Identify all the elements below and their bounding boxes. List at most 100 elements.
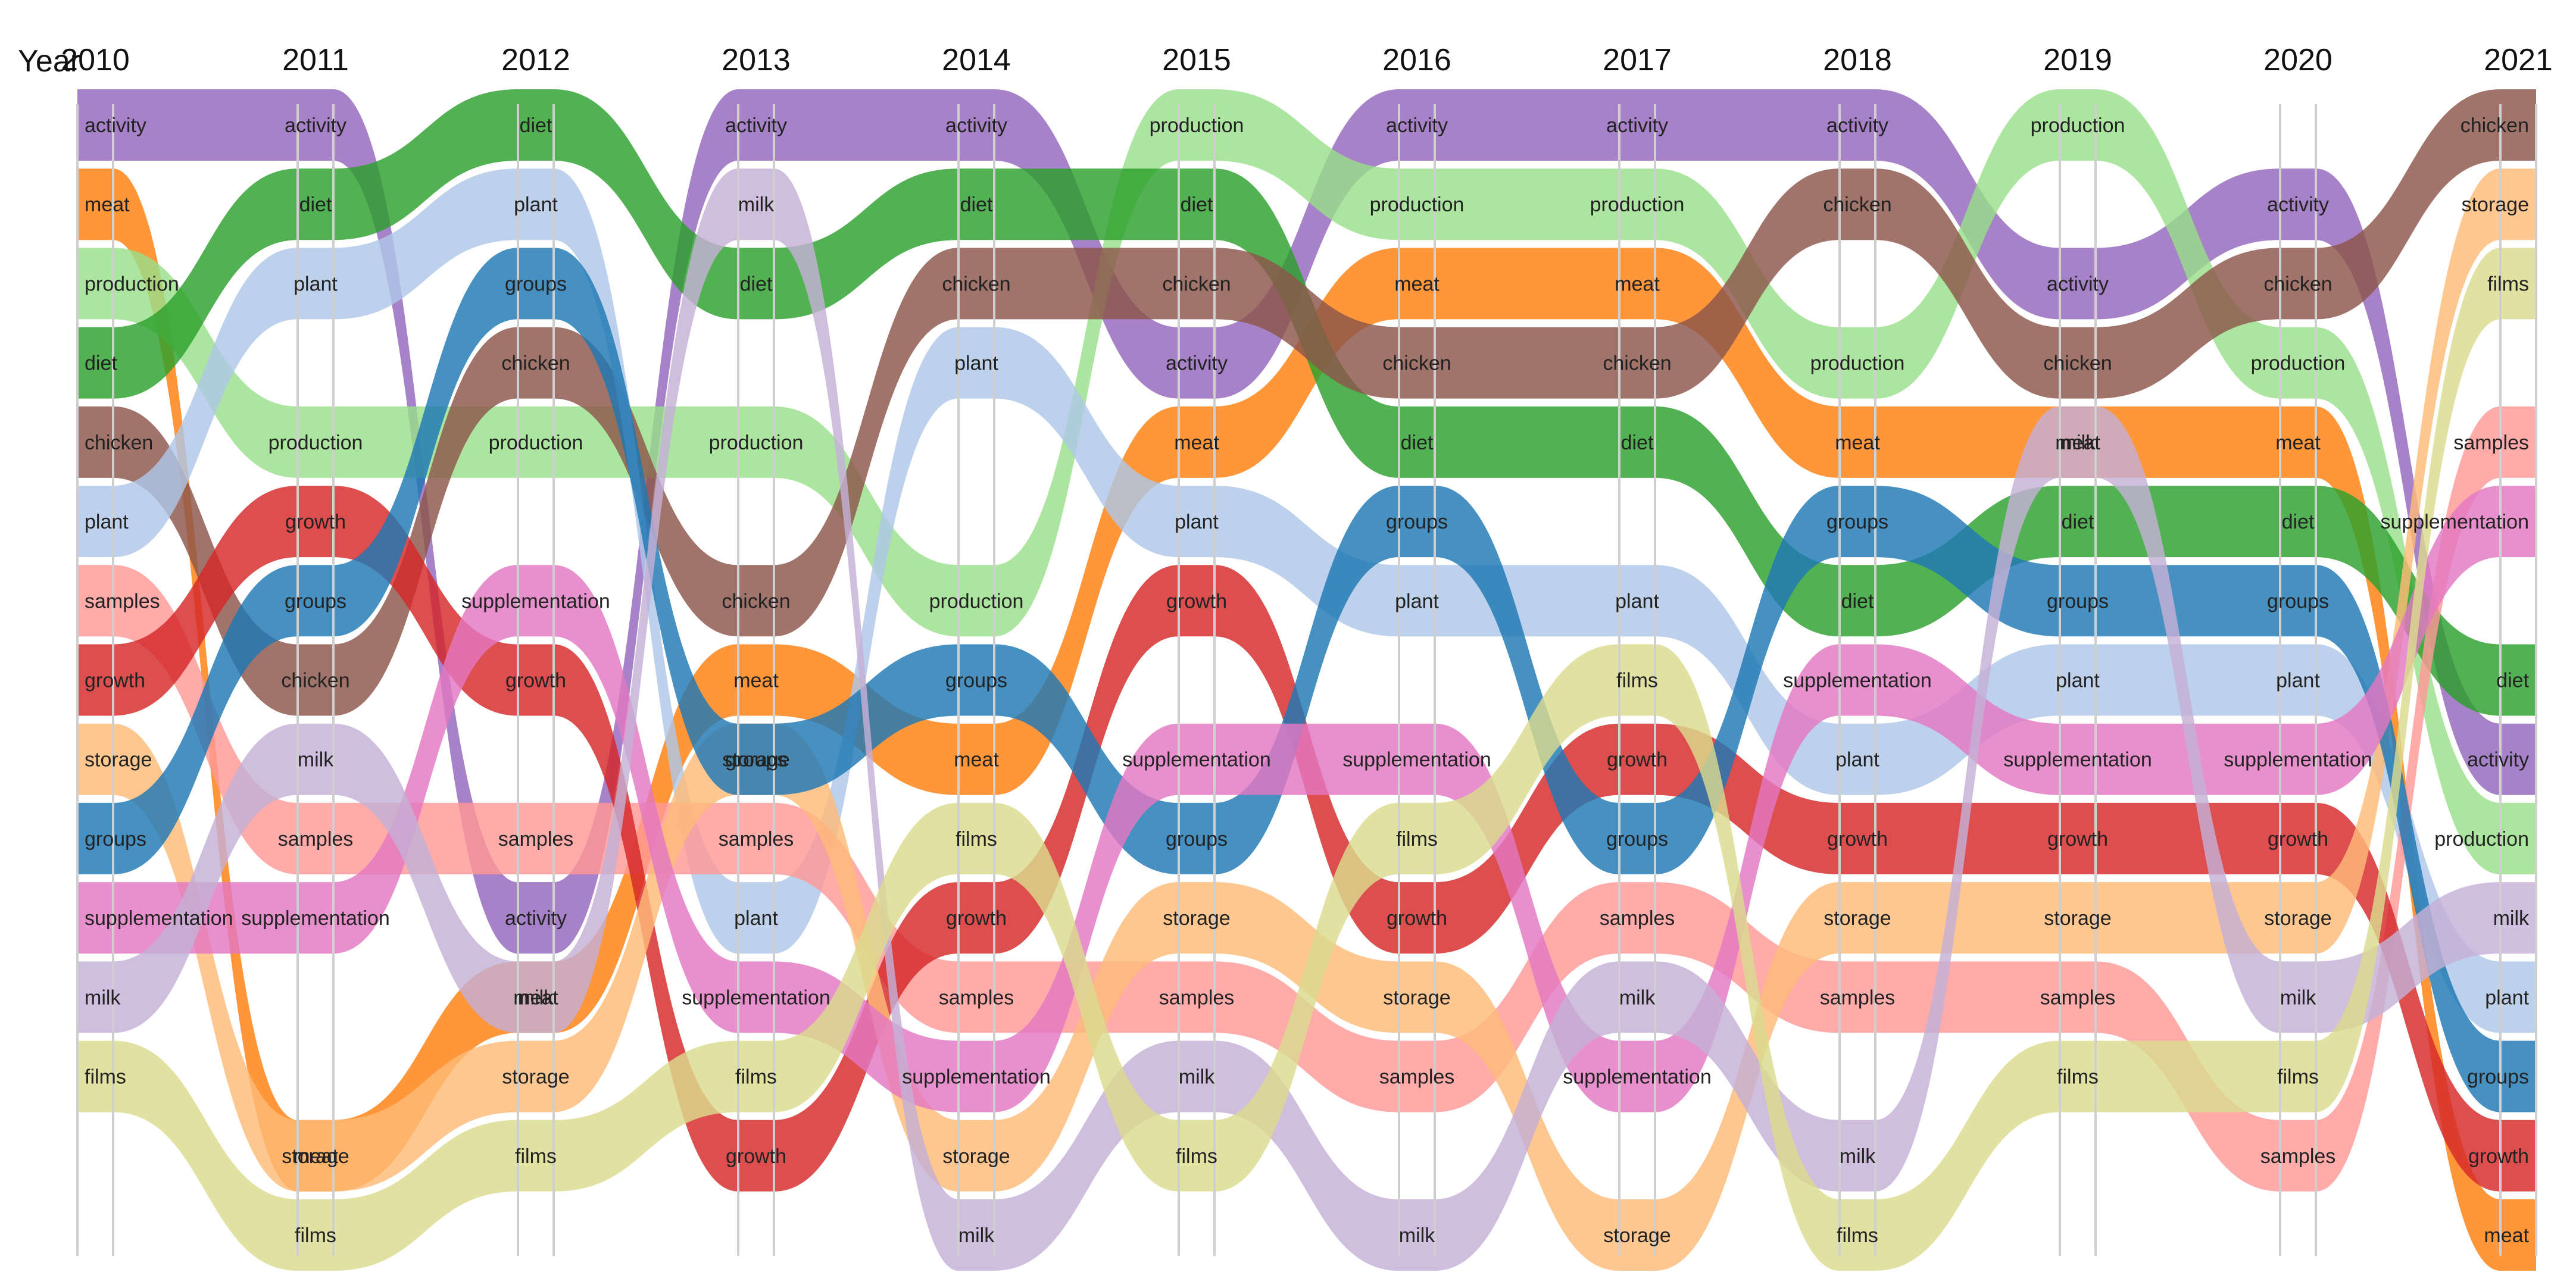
node-label-groups-2015: groups	[1166, 828, 1228, 851]
node-label-films-2016: films	[1396, 828, 1438, 851]
node-label-storage-2010: storage	[85, 749, 152, 771]
node-label-plant-2021: plant	[2485, 986, 2529, 1009]
stream-activity	[77, 89, 2536, 954]
node-label-chicken-2015: chicken	[1162, 273, 1231, 295]
node-label-diet-2017: diet	[1621, 432, 1654, 454]
node-label-milk-2010: milk	[85, 986, 121, 1009]
node-label-milk-2015: milk	[1179, 1066, 1215, 1089]
node-label-storage-2018: storage	[1824, 907, 1891, 930]
node-label-milk-2021: milk	[2493, 907, 2530, 930]
node-label-production-2020: production	[2251, 352, 2346, 375]
node-label-growth-2011: growth	[285, 511, 346, 533]
node-label-supplementation-2011: supplementation	[241, 907, 390, 930]
node-label-chicken-2013: chicken	[722, 590, 790, 612]
node-label-milk-2020: milk	[2280, 986, 2316, 1009]
node-label-milk-2012: milk	[518, 986, 554, 1009]
node-label-supplementation-2013: supplementation	[682, 986, 830, 1009]
node-label-films-2014: films	[956, 828, 997, 851]
node-label-storage-2019: storage	[2044, 907, 2111, 930]
node-label-samples-2013: samples	[719, 828, 794, 851]
node-label-films-2015: films	[1176, 1145, 1217, 1168]
node-label-production-2012: production	[489, 432, 583, 454]
node-label-samples-2011: samples	[278, 828, 354, 851]
node-label-diet-2014: diet	[960, 193, 993, 216]
node-label-supplementation-2017: supplementation	[1563, 1066, 1712, 1089]
node-label-activity-2012: activity	[505, 907, 567, 930]
stream-groups	[77, 248, 2536, 1112]
node-label-growth-2017: growth	[1607, 749, 1668, 771]
node-label-samples-2015: samples	[1159, 986, 1235, 1009]
year-label-2019: 2019	[2043, 43, 2112, 77]
node-label-diet-2018: diet	[1841, 590, 1874, 612]
node-label-milk-2016: milk	[1399, 1224, 1435, 1247]
node-label-growth-2012: growth	[505, 670, 566, 692]
node-label-production-2019: production	[2031, 114, 2125, 137]
x-axis-title: Year	[18, 44, 80, 79]
node-label-meat-2010: meat	[85, 193, 130, 216]
node-label-diet-2012: diet	[520, 114, 552, 137]
node-label-groups-2010: groups	[85, 828, 146, 851]
node-label-activity-2021: activity	[2467, 749, 2529, 771]
node-label-growth-2021: growth	[2468, 1145, 2529, 1168]
node-label-plant-2010: plant	[85, 511, 129, 533]
year-label-2012: 2012	[501, 43, 570, 77]
node-label-growth-2010: growth	[85, 670, 145, 692]
node-label-groups-2017: groups	[1606, 828, 1668, 851]
node-label-storage-2021: storage	[2462, 193, 2529, 216]
year-label-2018: 2018	[1823, 43, 1892, 77]
node-label-supplementation-2020: supplementation	[2224, 749, 2372, 771]
stream-chicken	[77, 89, 2536, 716]
node-label-production-2011: production	[268, 432, 363, 454]
node-label-groups-2011: groups	[285, 590, 346, 612]
node-label-samples-2016: samples	[1379, 1066, 1455, 1089]
node-label-films-2019: films	[2057, 1066, 2099, 1089]
node-labels: activity activity activity activity activity…	[85, 114, 2530, 1247]
year-columns	[76, 104, 2537, 1256]
node-label-production-2017: production	[1590, 193, 1685, 216]
node-label-plant-2011: plant	[293, 273, 338, 295]
node-label-films-2020: films	[2277, 1066, 2319, 1089]
node-label-films-2018: films	[1837, 1224, 1878, 1247]
node-label-production-2010: production	[85, 273, 179, 295]
node-label-milk-2017: milk	[1619, 986, 1656, 1009]
node-label-groups-2018: groups	[1826, 511, 1888, 533]
node-label-meat-2011: meat	[293, 1145, 338, 1168]
node-label-films-2010: films	[85, 1066, 126, 1089]
node-label-chicken-2016: chicken	[1382, 352, 1451, 375]
node-label-storage-2013: storage	[722, 749, 789, 771]
node-label-milk-2019: milk	[2060, 432, 2096, 454]
year-header: Year 2010 2011 2012 2013 2014 2015 2016 2017 201…	[18, 43, 2553, 79]
node-label-samples-2019: samples	[2040, 986, 2116, 1009]
node-label-groups-2019: groups	[2047, 590, 2109, 612]
node-label-storage-2017: storage	[1603, 1224, 1671, 1247]
node-label-meat-2012: meat	[513, 986, 558, 1009]
node-label-growth-2013: growth	[726, 1145, 786, 1168]
stream-meat	[77, 168, 2536, 1271]
stream-storage	[77, 168, 2536, 1271]
node-label-diet-2015: diet	[1181, 193, 1213, 216]
year-label-2010: 2010	[61, 43, 130, 77]
node-label-samples-2010: samples	[85, 590, 160, 612]
node-label-chicken-2012: chicken	[501, 352, 570, 375]
year-label-2021: 2021	[2484, 43, 2553, 77]
node-label-samples-2017: samples	[1600, 907, 1675, 930]
node-label-activity-2016: activity	[1386, 114, 1448, 137]
node-label-chicken-2019: chicken	[2043, 352, 2112, 375]
node-label-chicken-2017: chicken	[1603, 352, 1671, 375]
node-label-films-2017: films	[1616, 670, 1658, 692]
node-label-plant-2019: plant	[2056, 670, 2100, 692]
node-label-chicken-2011: chicken	[281, 670, 349, 692]
node-label-activity-2011: activity	[285, 114, 346, 137]
stream-samples	[77, 406, 2536, 1192]
node-label-plant-2015: plant	[1175, 511, 1219, 533]
node-label-milk-2013: milk	[738, 193, 775, 216]
node-label-meat-2013: meat	[733, 670, 779, 692]
node-label-meat-2014: meat	[954, 749, 999, 771]
node-label-samples-2020: samples	[2260, 1145, 2336, 1168]
node-label-activity-2017: activity	[1606, 114, 1668, 137]
node-label-chicken-2021: chicken	[2461, 114, 2529, 137]
node-label-production-2018: production	[1810, 352, 1905, 375]
stream-supplementation	[77, 486, 2536, 1112]
streams-layer	[77, 89, 2536, 1271]
